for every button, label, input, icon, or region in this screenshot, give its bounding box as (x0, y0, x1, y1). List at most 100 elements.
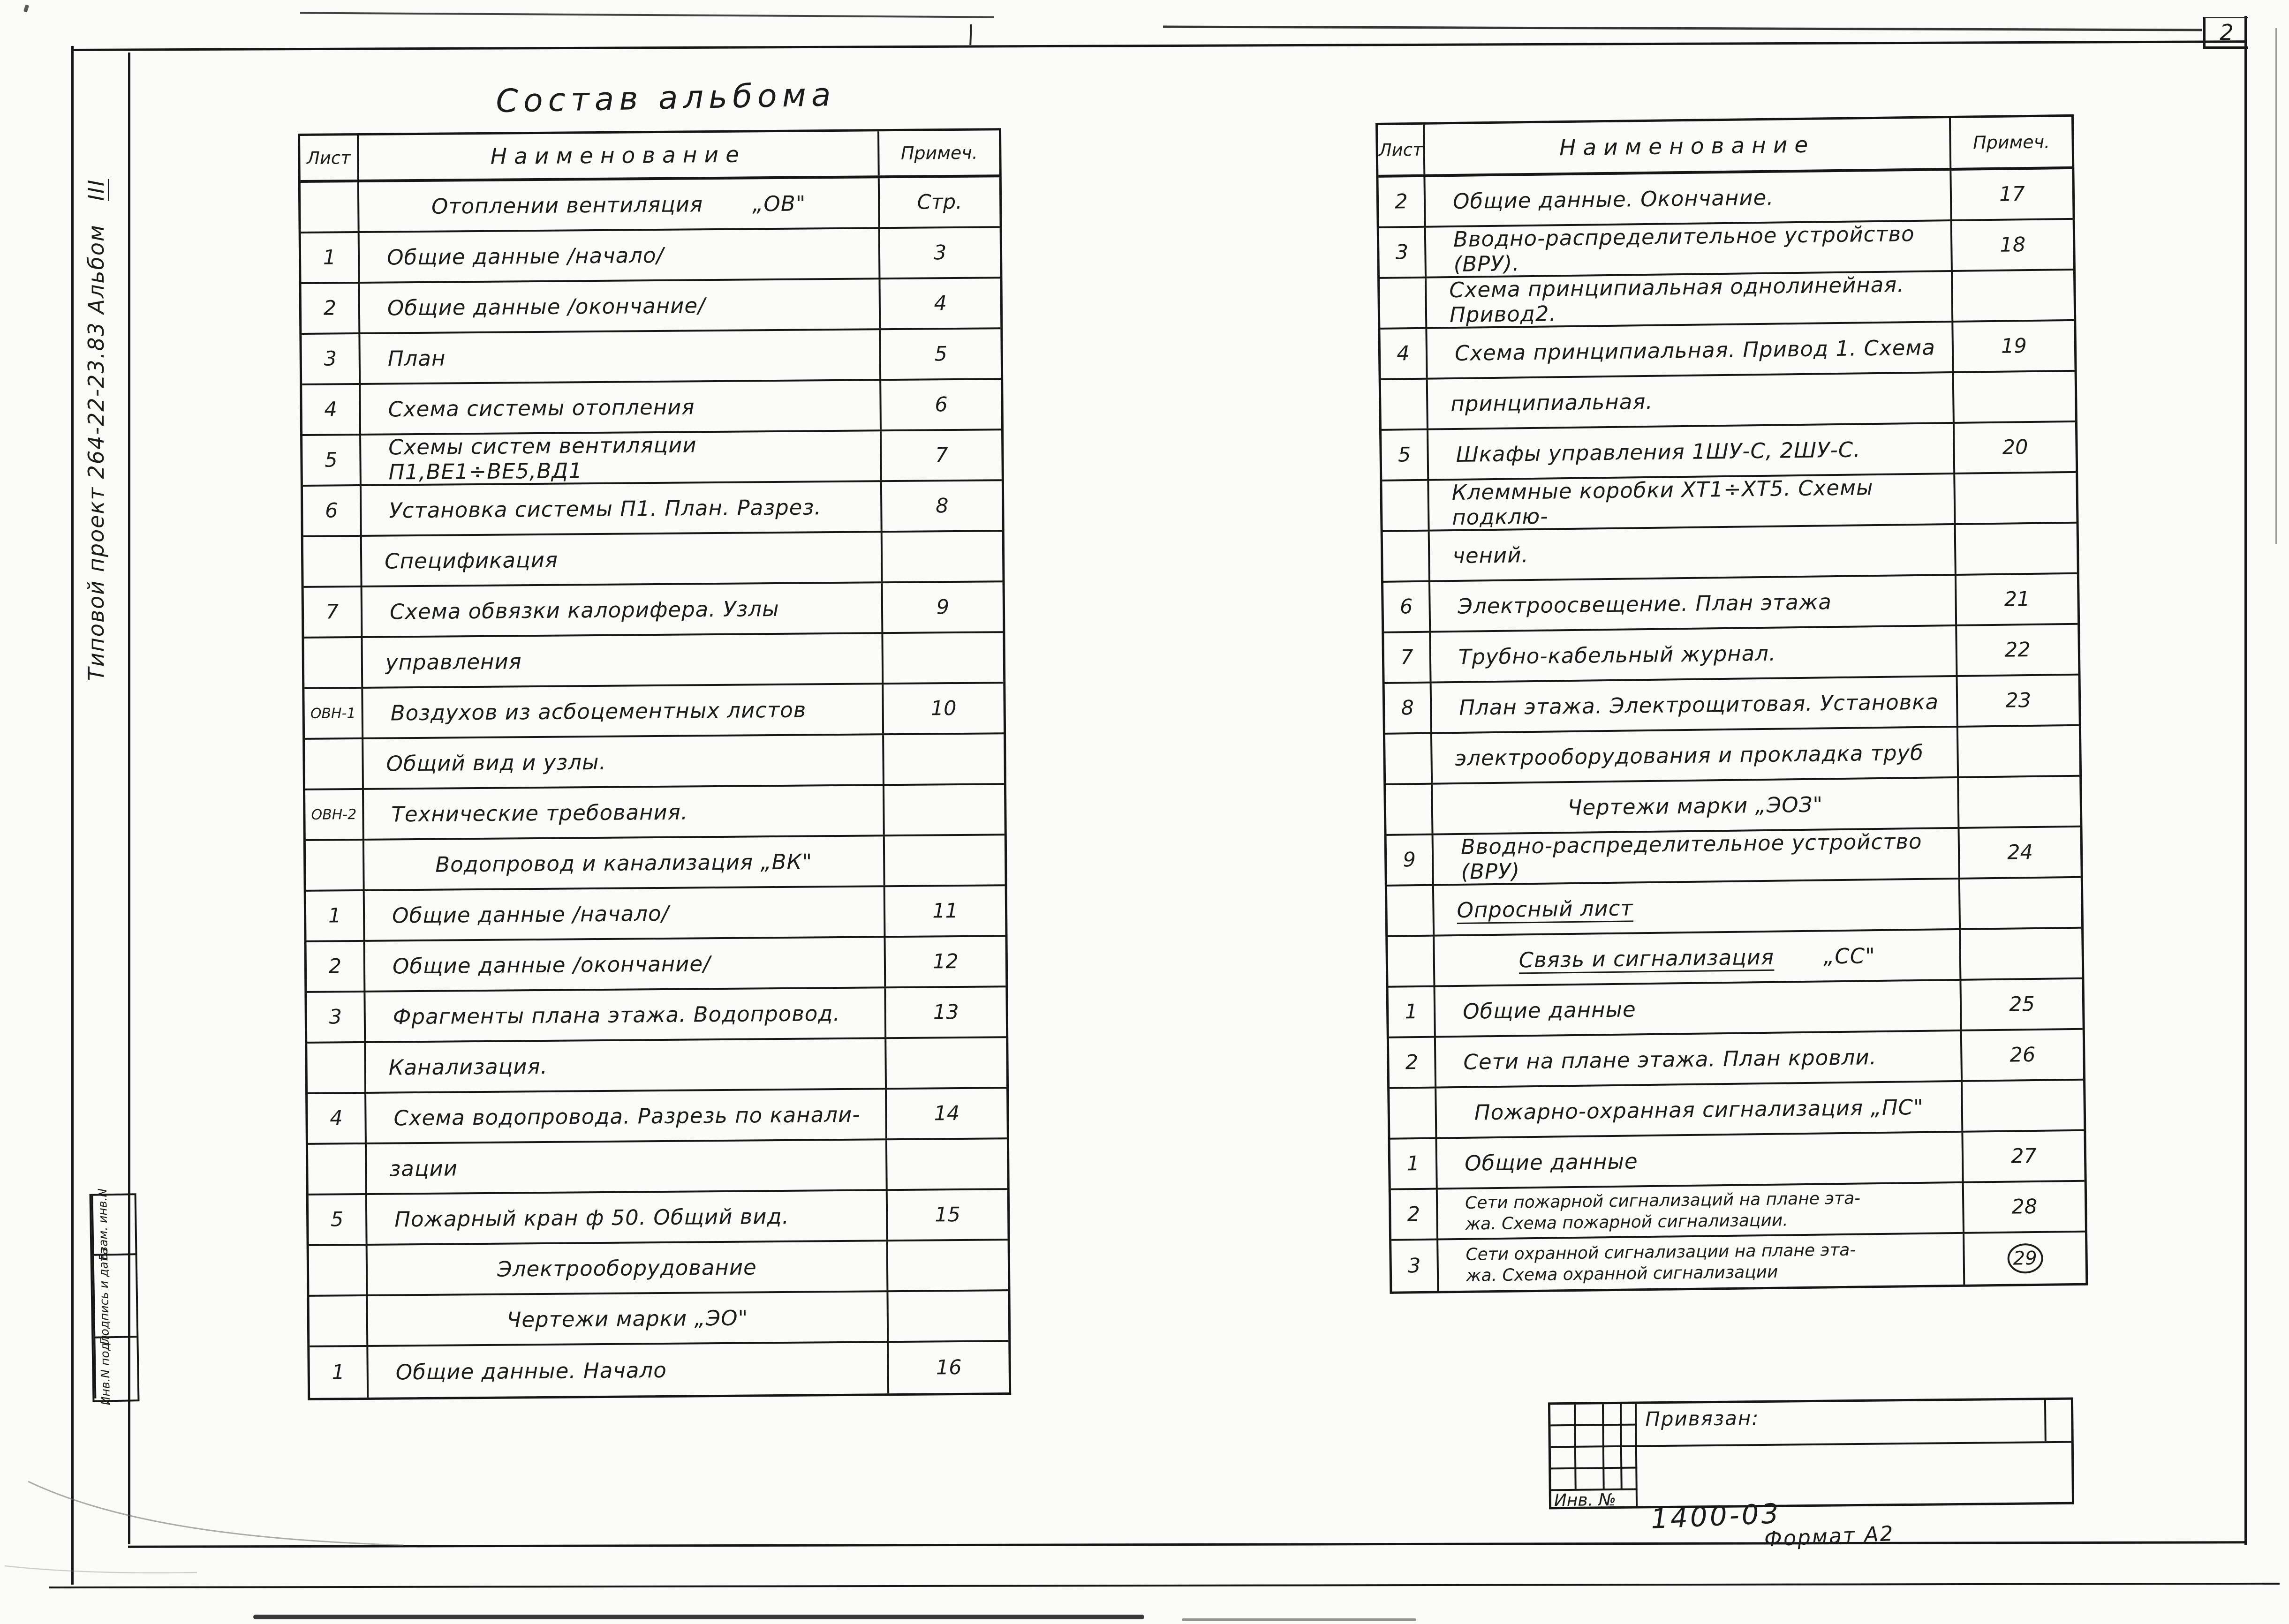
name-cell: Спецификация (362, 533, 883, 586)
sheet-cell: 6 (302, 486, 362, 535)
table-header-row: Лист Наименование Примеч. (1378, 116, 2072, 178)
note-cell (1958, 726, 2079, 776)
name-cell: Пожарный кран ф 50. Общий вид. (367, 1191, 888, 1244)
stamp-label-inv-podl: Инв.N подл. (93, 1331, 115, 1405)
table-row: 2 Сети на плане этажа. План кровли. 26 (1389, 1030, 2084, 1089)
note-cell (1963, 1081, 2084, 1131)
table-row: зации (308, 1139, 1007, 1195)
note-cell: 22 (2004, 638, 2031, 662)
note-cell (886, 1038, 1006, 1088)
note-cell: 3 (933, 241, 947, 265)
sheet-cell (303, 536, 363, 586)
table-row: 4 Схема системы отопления 6 (302, 380, 1002, 436)
note-cell: 25 (2009, 992, 2035, 1016)
sheet-cell (309, 1245, 368, 1295)
name-line: Сети охранной сигнализации на плане эта- (1466, 1240, 1856, 1264)
sheet-cell (1390, 1088, 1437, 1138)
sheet-cell (305, 840, 365, 890)
sheet-cell: 9 (1386, 835, 1434, 885)
name-cell: Общие данные. Окончание. (1425, 171, 1952, 226)
table-row: 6 Установка системы П1. План. Разрез. 8 (302, 481, 1002, 537)
sheet-cell: 1 (310, 1346, 369, 1398)
table-row: Чертежи марки „ЭО" (309, 1291, 1009, 1347)
note-cell: 27 (2010, 1144, 2037, 1168)
paper-edge-line (300, 12, 994, 18)
column-header-name: Наименование (1425, 118, 1952, 174)
sheet-cell (307, 1043, 367, 1092)
note-cell (1961, 929, 2082, 979)
name-cell: Технические требования. (363, 786, 885, 839)
sheet-cell: 7 (1384, 632, 1432, 682)
sheet-cell (1386, 784, 1434, 834)
note-cell: 17 (1999, 182, 2025, 206)
name-cell: Клеммные коробки ХТ1÷ХТ5. Схемы подклю- (1429, 474, 1956, 530)
note-cell: 15 (935, 1203, 961, 1227)
binding-label: Привязан: (1645, 1406, 1760, 1431)
name-cell: Отоплении вентиляция „ОВ" (359, 178, 880, 231)
name-line: жа. Схема пожарной сигнализации. (1465, 1210, 1788, 1234)
table-row: принципиальная. (1381, 371, 2075, 431)
name-cell: Общие данные. Начало (368, 1343, 890, 1398)
note-cell: 6 (935, 393, 948, 417)
name-cell: зации (366, 1140, 888, 1193)
table-row: Отоплении вентиляция „ОВ" Стр. (300, 177, 1000, 233)
name-cell: План (360, 330, 882, 383)
name-cell: Канализация. (366, 1039, 887, 1092)
circled-note: 29 (2007, 1243, 2043, 1274)
name-cell: Опросный лист (1434, 879, 1961, 935)
sheet-cell (308, 1144, 367, 1194)
frame-left-inner-line (128, 53, 130, 1544)
sheet-cell: 4 (1380, 329, 1428, 378)
sheet-cell: 5 (1382, 430, 1429, 480)
note-cell (1956, 524, 2077, 574)
name-cell: Связь и сигнализация „СС" (1435, 930, 1962, 985)
name-cell: Схема обвязки калорифера. Узлы (362, 583, 884, 636)
note-cell: 11 (932, 899, 959, 923)
note-cell (1959, 777, 2080, 827)
scan-artifact (23, 4, 30, 13)
name-cell: Водопровод и канализация „ВК" (364, 836, 885, 889)
table-row: Водопровод и канализация „ВК" (305, 835, 1005, 892)
sheet-cell: 7 (303, 587, 363, 637)
project-side-label-text: Типовой проект 264-22-23.83 Альбом (83, 224, 109, 681)
note-cell: 5 (934, 342, 948, 366)
sheet-cell: ОВН-2 (305, 789, 364, 839)
stamp-row: Взам. инв.N (91, 1188, 136, 1261)
format-label: Формат А2 (1763, 1521, 1895, 1552)
sheet-cell: 1 (301, 233, 360, 282)
note-cell: 23 (2005, 689, 2032, 713)
note-cell (885, 835, 1005, 885)
note-cell: 20 (2002, 436, 2028, 459)
note-cell: 7 (935, 444, 948, 467)
table-row: ОВН-1 Воздухов из асбоцементных листов 10 (304, 684, 1004, 740)
sheet-cell (309, 1296, 369, 1346)
note-cell: 13 (933, 1000, 959, 1024)
name-cell: Схемы систем вентиляции П1,ВЕ1÷ВЕ5,ВД1 (361, 431, 882, 485)
table-row: 2 Сети пожарной сигнализаций на плане эта… (1390, 1181, 2085, 1241)
note-cell (1960, 878, 2081, 928)
project-side-label: Типовой проект 264-22-23.83 Альбом III (83, 128, 109, 732)
table-row: Общий вид и узлы. (305, 734, 1004, 790)
sheet-cell (1381, 379, 1428, 429)
name-cell: Общие данные (1435, 980, 1962, 1036)
name-cell: Чертежи марки „ЭО" (368, 1292, 889, 1345)
note-cell: 9 (936, 595, 950, 619)
name-cell: Вводно-распределительное устройство (ВРУ… (1426, 221, 1953, 277)
note-cell: 10 (930, 697, 957, 721)
name-cell: Общие данные /окончание/ (365, 938, 886, 991)
note-cell: 21 (2004, 587, 2030, 611)
table-row: Опросный лист (1387, 878, 2082, 937)
name-cell: Общие данные /начало/ (359, 229, 881, 282)
name-cell: Сети пожарной сигнализаций на плане эта-… (1437, 1183, 1964, 1239)
sheet-cell: 6 (1383, 582, 1431, 632)
note-cell: 18 (2000, 233, 2026, 257)
table-row: ОВН-2 Технические требования. (305, 785, 1005, 841)
sheet-cell (1385, 734, 1433, 783)
table-row: 1 Общие данные 25 (1388, 979, 2083, 1038)
name-cell: Общие данные (1437, 1132, 1964, 1188)
name-cell: электрооборудования и прокладка труб (1432, 727, 1959, 783)
note-cell (883, 532, 1003, 581)
sheet-cell: 1 (1390, 1139, 1438, 1188)
note-cell (1954, 372, 2075, 422)
table-row: Связь и сигнализация „СС" (1388, 928, 2082, 988)
